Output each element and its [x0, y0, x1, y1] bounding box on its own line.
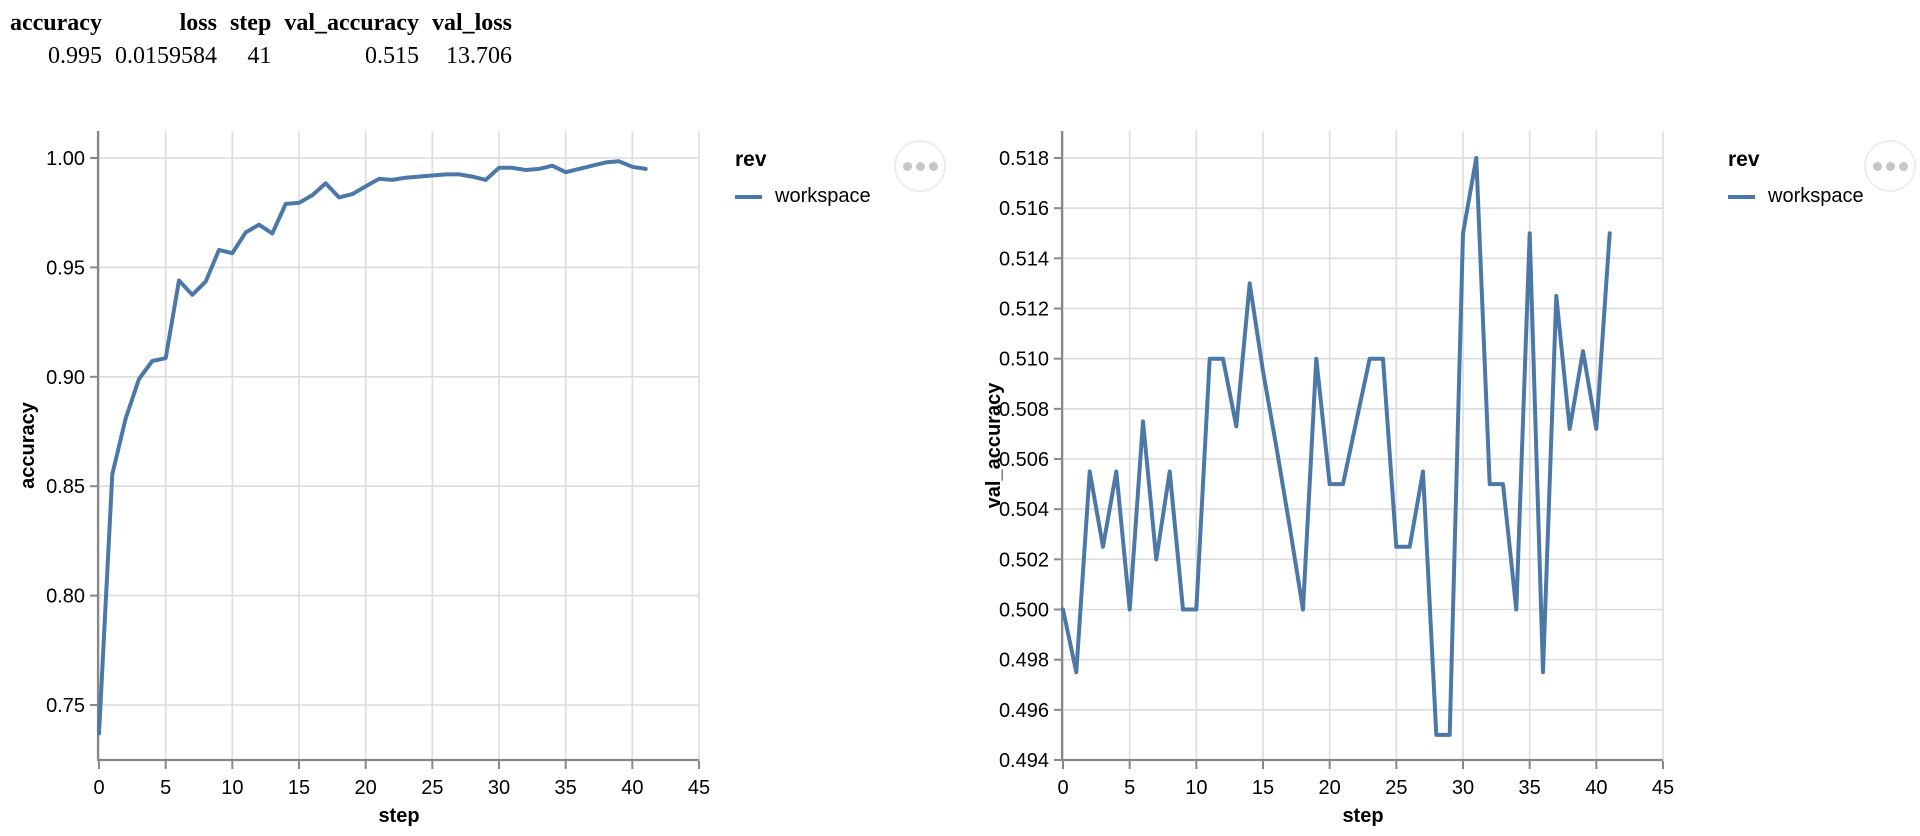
y-tick-label: 0.494	[999, 750, 1049, 772]
legend-val-accuracy: rev workspace	[1728, 148, 1864, 208]
line-swatch-icon	[1728, 194, 1755, 199]
x-axis-title: step	[378, 805, 419, 827]
x-tick-label: 0	[93, 777, 104, 799]
y-tick-label: 0.502	[999, 549, 1049, 571]
y-tick-label: 0.518	[999, 148, 1049, 170]
y-tick-label: 0.504	[999, 499, 1049, 521]
x-tick-label: 35	[1519, 777, 1541, 799]
x-tick-label: 45	[688, 777, 710, 799]
val-accuracy-series-line-workspace	[1061, 156, 1612, 737]
legend-entry-workspace: workspace	[735, 185, 871, 208]
val-accuracy-chart: 0.494 0.496 0.498 0.500 0.502 0.504 0.506 0.508…	[983, 131, 1674, 827]
x-tick-label: 5	[1124, 777, 1135, 799]
x-axis-title: step	[1342, 805, 1383, 827]
x-tick-label: 30	[488, 777, 510, 799]
metrics-header-row: accuracy loss step val_accuracy val_loss	[10, 8, 512, 41]
x-tick-label: 5	[160, 777, 171, 799]
y-tick-label: 0.80	[46, 586, 85, 608]
metrics-value-row: 0.995 0.0159584 41 0.515 13.706	[10, 41, 512, 72]
y-axis-title: val_accuracy	[983, 382, 1005, 509]
x-tick-label: 40	[621, 777, 643, 799]
y-tick-label: 0.85	[46, 476, 85, 498]
y-tick-label: 0.506	[999, 449, 1049, 471]
x-tick-label: 45	[1652, 777, 1674, 799]
x-tick-label: 40	[1585, 777, 1607, 799]
y-tick-label: 0.498	[999, 650, 1049, 672]
metric-value-loss: 0.0159584	[114, 43, 217, 69]
x-tick-label: 25	[1385, 777, 1407, 799]
legend-entry-label: workspace	[1768, 185, 1864, 207]
y-tick-label: 0.508	[999, 399, 1049, 421]
legend-title: rev	[735, 148, 767, 171]
y-axis-title: accuracy	[17, 401, 39, 489]
x-tick-label: 15	[288, 777, 310, 799]
y-tick-label: 0.95	[46, 257, 85, 279]
x-tick-label: 15	[1252, 777, 1274, 799]
chart-menu-button-val-accuracy[interactable]	[1864, 140, 1916, 192]
legend-title: rev	[1728, 148, 1760, 171]
y-tick-label: 0.510	[999, 349, 1049, 371]
line-swatch-icon	[735, 194, 762, 199]
metrics-table: accuracy loss step val_accuracy val_loss…	[10, 8, 512, 72]
metric-column-val-loss: val_loss	[431, 10, 512, 36]
x-tick-label: 25	[421, 777, 443, 799]
x-tick-label: 20	[355, 777, 377, 799]
y-tick-label: 0.512	[999, 299, 1049, 321]
metric-column-step: step	[229, 10, 272, 36]
y-tick-label: 0.514	[999, 248, 1049, 270]
x-tick-label: 35	[555, 777, 577, 799]
metric-column-accuracy: accuracy	[10, 10, 102, 36]
chart-menu-button-accuracy[interactable]	[894, 140, 946, 192]
ellipsis-icon	[1872, 161, 1908, 171]
accuracy-series-line-workspace	[97, 159, 648, 736]
metric-column-loss: loss	[179, 10, 217, 36]
y-tick-label: 0.90	[46, 367, 85, 389]
legend-accuracy: rev workspace	[735, 148, 871, 208]
y-tick-label: 0.516	[999, 198, 1049, 220]
x-tick-label: 0	[1057, 777, 1068, 799]
y-tick-label: 1.00	[46, 148, 85, 170]
metric-value-accuracy: 0.995	[47, 43, 102, 69]
x-tick-label: 10	[221, 777, 243, 799]
metric-value-step: 41	[247, 43, 272, 69]
x-tick-label: 10	[1185, 777, 1207, 799]
ellipsis-icon	[902, 161, 938, 171]
x-tick-label: 30	[1452, 777, 1474, 799]
metric-column-val-accuracy: val_accuracy	[284, 10, 419, 36]
legend-entry-workspace: workspace	[1728, 185, 1864, 208]
metric-value-val-accuracy: 0.515	[364, 43, 419, 69]
y-tick-label: 0.496	[999, 700, 1049, 722]
y-tick-label: 0.500	[999, 600, 1049, 622]
x-tick-label: 20	[1319, 777, 1341, 799]
legend-entry-label: workspace	[775, 185, 871, 207]
accuracy-chart: 0.75 0.80 0.85 0.90 0.95 1.00 0 5 10 15 20 25 30 35 40…	[17, 131, 710, 827]
y-tick-label: 0.75	[46, 695, 85, 717]
metric-value-val-loss: 13.706	[445, 43, 512, 69]
